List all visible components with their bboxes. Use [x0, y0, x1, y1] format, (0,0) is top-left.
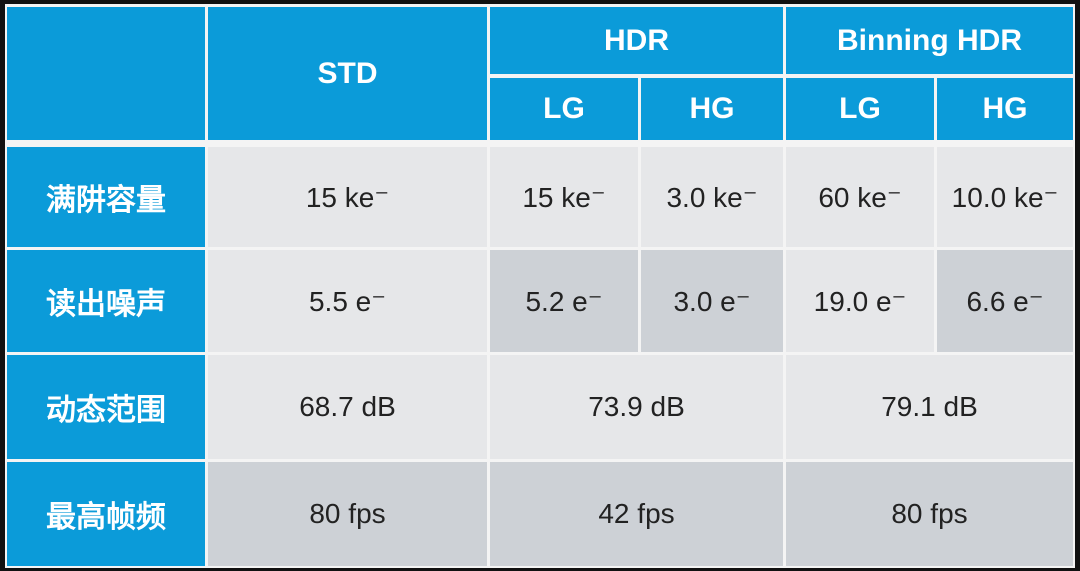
value-cell: 80 fps	[208, 462, 487, 566]
value-cell: 80 fps	[786, 462, 1073, 566]
value-cell: 15 ke⁻	[208, 147, 487, 247]
subheader-cell: HG	[937, 78, 1073, 140]
subheader-cell: LG	[490, 78, 638, 140]
value-cell: 15 ke⁻	[490, 147, 638, 247]
value-cell: 68.7 dB	[208, 355, 487, 459]
spec-table: STD HDR Binning HDR LG HG LG HG 满阱容量 15 ke⁻ 15 ke…	[5, 4, 1075, 568]
value-cell: 3.0 e⁻	[641, 250, 783, 352]
row-label: 读出噪声	[7, 250, 205, 352]
value-cell: 73.9 dB	[490, 355, 783, 459]
row-label: 动态范围	[7, 355, 205, 459]
value-cell: 5.5 e⁻	[208, 250, 487, 352]
value-cell: 3.0 ke⁻	[641, 147, 783, 247]
value-cell: 79.1 dB	[786, 355, 1073, 459]
row-label: 最高帧频	[7, 462, 205, 566]
header-cell: Binning HDR	[786, 7, 1073, 74]
value-cell: 60 ke⁻	[786, 147, 934, 247]
corner-cell	[7, 7, 205, 140]
header-cell: HDR	[490, 7, 783, 74]
subheader-cell: HG	[641, 78, 783, 140]
header-cell: STD	[208, 7, 487, 140]
value-cell: 5.2 e⁻	[490, 250, 638, 352]
subheader-cell: LG	[786, 78, 934, 140]
value-cell: 6.6 e⁻	[937, 250, 1073, 352]
value-cell: 19.0 e⁻	[786, 250, 934, 352]
row-label: 满阱容量	[7, 147, 205, 247]
value-cell: 42 fps	[490, 462, 783, 566]
value-cell: 10.0 ke⁻	[937, 147, 1073, 247]
